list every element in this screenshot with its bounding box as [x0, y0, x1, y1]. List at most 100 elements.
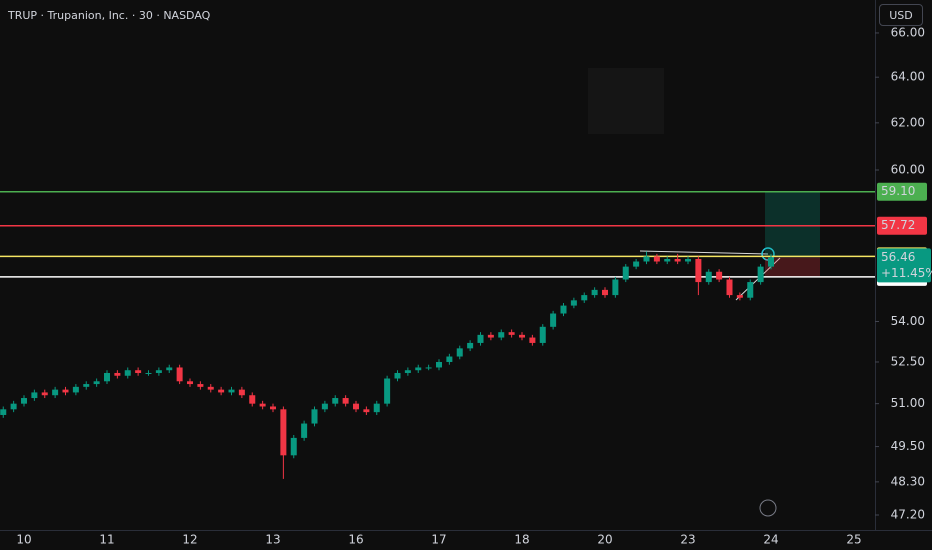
x-tick-label: 13: [265, 533, 280, 547]
candle-body: [166, 367, 173, 371]
candle-body: [581, 295, 588, 301]
candle-body: [0, 409, 7, 415]
candle-body: [622, 266, 629, 280]
candle-body: [591, 289, 598, 296]
candle-body: [72, 386, 79, 393]
y-tick-label: 64.00: [891, 70, 925, 84]
candle-body: [498, 332, 505, 338]
candle-body: [373, 403, 380, 413]
candle-body: [705, 271, 712, 283]
candle-body: [695, 258, 702, 283]
candle-body: [207, 386, 214, 390]
x-tick-label: 20: [597, 533, 612, 547]
candle-body: [238, 389, 245, 396]
level-label: 57.72: [881, 218, 915, 232]
candle-body: [508, 332, 515, 335]
candle-body: [664, 258, 671, 262]
candle-body: [736, 295, 743, 298]
candle-body: [716, 271, 723, 280]
candle-body: [633, 261, 640, 267]
y-tick-label: 51.00: [891, 396, 925, 410]
y-tick-label: 54.00: [891, 314, 925, 328]
y-tick-label: 60.00: [891, 162, 925, 176]
x-tick-label: 11: [99, 533, 114, 547]
y-tick-label: 66.00: [891, 25, 925, 39]
candle-body: [570, 300, 577, 306]
candle-body: [653, 256, 660, 262]
candle-body: [41, 392, 48, 396]
candle-body: [10, 403, 17, 410]
x-tick-label: 23: [680, 533, 695, 547]
trendline: [639, 250, 769, 255]
candle-body: [342, 398, 349, 404]
candle-body: [104, 372, 110, 382]
level-label-box: [877, 216, 927, 235]
y-tick-label: 49.50: [891, 439, 925, 453]
y-tick-label: 52.50: [891, 354, 925, 368]
candle-body: [415, 367, 422, 371]
candle-body: [404, 370, 411, 373]
candle-body: [560, 305, 567, 314]
candle-body: [249, 395, 256, 404]
candle-body: [197, 384, 204, 387]
candle-body: [487, 334, 494, 338]
candle-body: [301, 423, 308, 438]
candle-body: [259, 403, 266, 407]
y-tick-label: 48.30: [891, 474, 925, 488]
currency-button[interactable]: USD: [879, 4, 923, 26]
candle-body: [363, 409, 370, 413]
candle-body: [550, 313, 557, 327]
last-price-label: 56.46: [881, 250, 915, 264]
candle-body: [155, 370, 162, 373]
last-price-box: [877, 248, 931, 283]
candle-body: [187, 381, 193, 385]
candle-body: [394, 372, 401, 379]
x-tick-label: 24: [763, 533, 778, 547]
candle-body: [602, 289, 608, 296]
x-tick-label: 17: [431, 533, 446, 547]
y-tick-label: 62.00: [891, 115, 925, 129]
candle-body: [332, 398, 339, 404]
last-price-change: +11.45%: [881, 266, 932, 280]
candle-body: [446, 356, 453, 362]
candle-body: [477, 334, 484, 343]
candle-body: [456, 348, 463, 357]
candle-body: [135, 370, 142, 373]
candle-body: [643, 256, 650, 262]
candle-body: [353, 403, 359, 410]
candle-body: [321, 403, 328, 410]
x-tick-label: 12: [182, 533, 197, 547]
symbol-header: TRUP · Trupanion, Inc. · 30 · NASDAQ: [8, 9, 211, 22]
candle-body: [83, 384, 90, 387]
candle-body: [218, 389, 225, 393]
flash-icon[interactable]: [759, 499, 777, 517]
candle-body: [539, 326, 546, 343]
position-stop-zone: [765, 257, 820, 277]
x-tick-label: 18: [514, 533, 529, 547]
candle-body: [145, 372, 152, 374]
candle-body: [612, 279, 619, 296]
candle-body: [31, 392, 38, 399]
candle-body: [425, 367, 432, 369]
candle-body: [290, 437, 297, 456]
candle-body: [519, 334, 525, 338]
y-tick-label: 47.20: [891, 507, 925, 521]
candle-body: [114, 372, 121, 376]
candle-body: [176, 367, 183, 382]
x-tick-label: 25: [846, 533, 861, 547]
candle-body: [674, 258, 681, 262]
candle-body: [52, 389, 59, 396]
candle-body: [124, 370, 131, 376]
candle-body: [757, 266, 764, 283]
candle-body: [270, 406, 276, 410]
x-tick-label: 16: [348, 533, 363, 547]
level-label: 59.10: [881, 184, 915, 198]
candle-body: [467, 342, 474, 349]
candle-body: [93, 381, 100, 385]
watermark: [588, 68, 664, 134]
candle-body: [747, 282, 754, 298]
level-label-box: [877, 182, 927, 201]
candle-body: [280, 409, 287, 456]
